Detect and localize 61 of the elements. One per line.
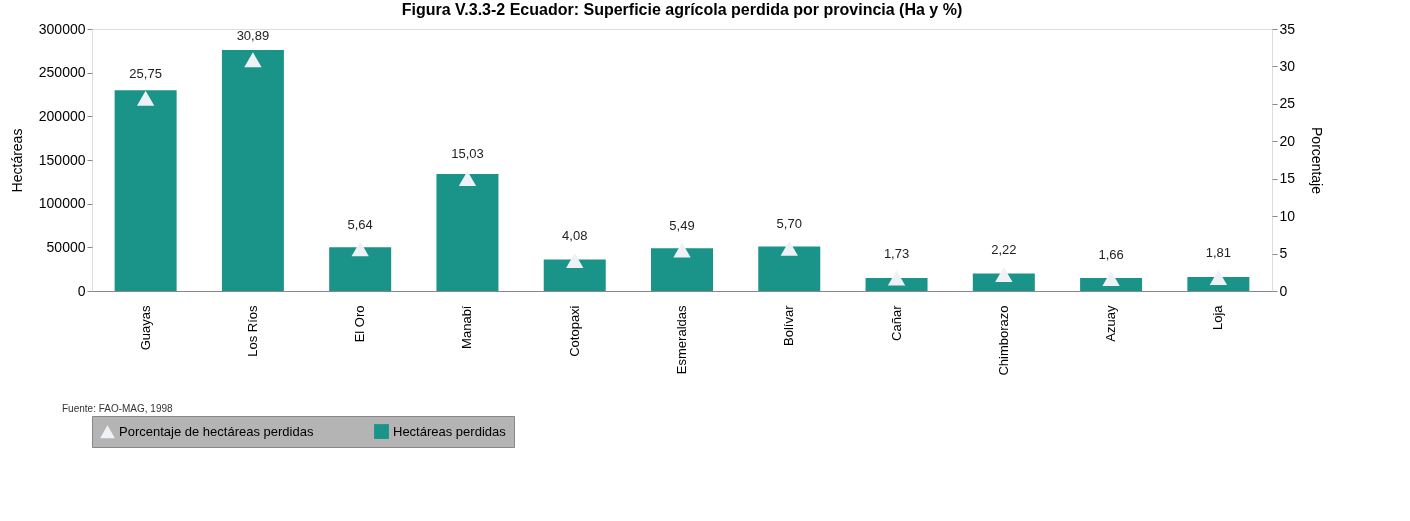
x-tick-label: Los Ríos: [244, 305, 260, 357]
point: [1102, 271, 1120, 287]
data-label: 1,73: [883, 246, 910, 262]
legend-label: Hectáreas perdidas: [393, 423, 507, 439]
y2-tick-label: 25: [1279, 95, 1296, 112]
data-label: 4,08: [562, 228, 588, 244]
data-label: 5,70: [776, 216, 802, 232]
x-tick-label: Chimborazo: [995, 305, 1011, 376]
bar: [758, 246, 821, 291]
data-label: 30,89: [236, 27, 270, 43]
y2-tick-label: 30: [1279, 57, 1296, 74]
data-label: 2,22: [991, 242, 1017, 258]
point: [1209, 269, 1228, 285]
bar: [221, 49, 284, 291]
y2-tick-label: 0: [1279, 282, 1288, 299]
point: [458, 170, 477, 186]
data-label: 25,75: [129, 66, 162, 82]
y2-tick-label: 20: [1279, 132, 1296, 149]
point: [995, 266, 1013, 282]
point: [887, 270, 906, 286]
bar: [329, 247, 392, 291]
y-tick-label: 300000: [38, 20, 86, 37]
bar: [651, 248, 713, 291]
y2-tick-label: 15: [1279, 170, 1296, 187]
chart-title: Figura V.3.3-2 Ecuador: Superficie agrícola perdida por provincia (Ha y %): [401, 1, 963, 18]
y-tick-label: 150000: [38, 151, 86, 168]
y2-axis-title: Porcentaje: [1309, 127, 1326, 195]
point: [244, 52, 262, 68]
y-tick-label: 200000: [38, 107, 86, 124]
point: [351, 241, 369, 257]
y-tick-label: 50000: [46, 238, 86, 255]
y2-tick-label: 5: [1279, 245, 1288, 262]
source-note: Fuente: FAO-MAG, 1998: [62, 403, 174, 414]
bar: [436, 173, 499, 291]
point: [780, 240, 798, 256]
legend-label: Porcentaje de hectáreas perdidas: [119, 423, 314, 439]
data-label: 1,81: [1205, 245, 1232, 261]
x-tick-label: Cañar: [888, 304, 904, 341]
x-tick-label: Azuay: [1103, 305, 1119, 342]
y-axis-title: Hectáreas: [8, 128, 25, 193]
x-tick-label: Guayas: [137, 305, 153, 351]
x-tick-label: Cotopaxi: [566, 305, 582, 357]
data-label: 1,66: [1098, 246, 1124, 262]
point: [566, 252, 584, 268]
y-tick-label: 250000: [38, 64, 86, 81]
x-tick-label: El Oro: [352, 305, 368, 343]
y2-tick-label: 35: [1279, 20, 1296, 37]
y-tick-label: 0: [77, 282, 86, 299]
point: [673, 242, 691, 258]
y-tick-label: 100000: [38, 195, 86, 212]
x-tick-label: Esmeraldas: [674, 305, 689, 375]
x-tick-label: Bolívar: [781, 304, 797, 346]
data-label: 5,49: [669, 217, 695, 233]
x-tick-label: Loja: [1210, 304, 1226, 331]
bar: [543, 259, 606, 291]
y2-tick-label: 10: [1279, 207, 1296, 224]
data-label: 15,03: [451, 146, 484, 162]
data-label: 5,64: [347, 216, 373, 232]
x-tick-label: Manabí: [459, 305, 475, 349]
bar: [114, 90, 177, 291]
point: [136, 90, 155, 106]
